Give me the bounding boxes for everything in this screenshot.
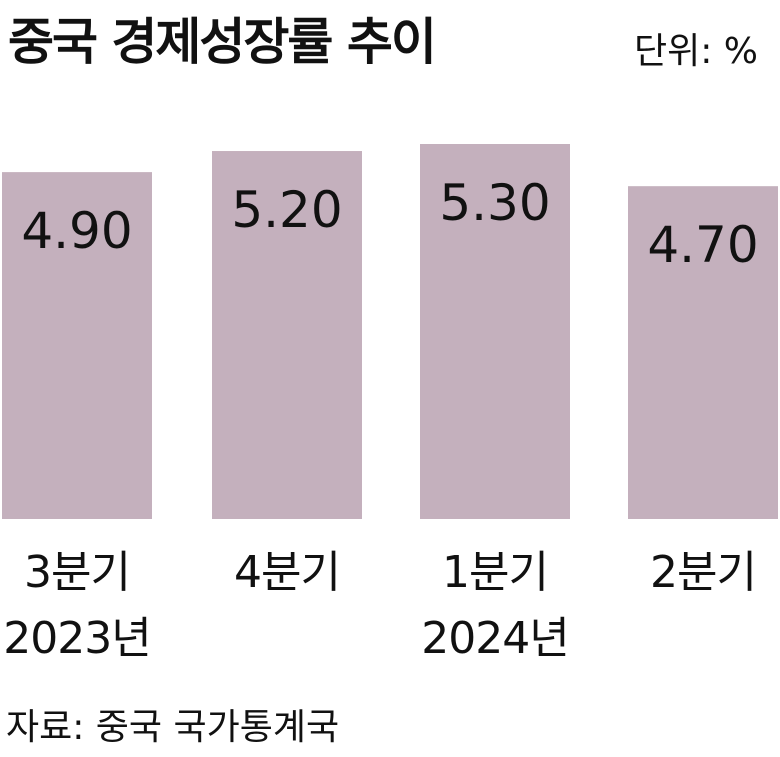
- bar-4: [628, 186, 778, 519]
- category-quarter-label: 4분기: [234, 547, 341, 598]
- category-year-label: 2023년: [3, 613, 151, 664]
- category-quarter-label: 1분기: [442, 547, 549, 598]
- bar-value-label: 4.90: [21, 202, 132, 260]
- chart-title: 중국 경제성장률 추이: [8, 13, 437, 71]
- bar-3: [420, 144, 570, 519]
- source-note: 자료: 중국 국가통계국: [6, 707, 340, 748]
- bar-2: [212, 151, 362, 519]
- category-year-label: 2024년: [421, 613, 569, 664]
- category-quarter-label: 2분기: [650, 547, 757, 598]
- category-quarter-label: 3분기: [24, 547, 131, 598]
- bar-chart: 4.90 5.20 5.30 4.70: [2, 144, 778, 519]
- bar-1: [2, 172, 152, 519]
- unit-label: 단위: %: [633, 31, 758, 72]
- bar-value-label: 5.30: [439, 174, 550, 232]
- bar-value-label: 4.70: [647, 216, 758, 274]
- bar-value-label: 5.20: [231, 181, 342, 239]
